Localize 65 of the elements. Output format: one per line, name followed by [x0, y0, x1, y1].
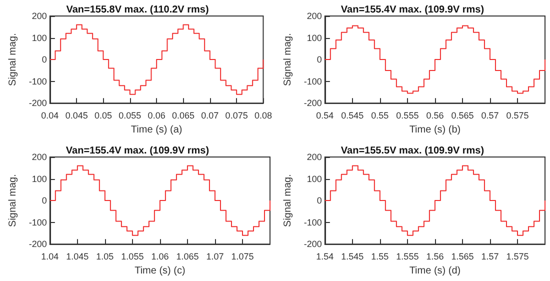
x-tick-label: 0.04 [41, 110, 59, 121]
x-tick-label: 0.555 [396, 110, 419, 121]
x-tick-label: 1.575 [506, 251, 529, 262]
y-tick-label: 200 [306, 11, 322, 21]
x-tick-label: 0.06 [148, 110, 166, 121]
x-tick-label: 1.055 [121, 251, 144, 262]
x-tick-label: 0.05 [94, 110, 112, 121]
y-tick-label: -100 [28, 216, 47, 227]
x-tick-label: 1.55 [371, 251, 389, 262]
x-tick-label: 1.54 [316, 251, 334, 262]
x-tick-label: 0.075 [225, 110, 248, 121]
x-tick-label: 1.06 [151, 251, 169, 262]
y-tick-label: -100 [28, 76, 47, 86]
y-tick-label: 0 [42, 54, 47, 65]
y-tick-label: -100 [304, 216, 322, 227]
chart-title: Van=155.4V max. (109.9V rms) [66, 145, 210, 156]
y-tick-label: 100 [32, 32, 47, 43]
y-tick-label: -200 [28, 98, 47, 108]
y-tick-label: -100 [304, 76, 322, 86]
x-tick-label: 0.07 [201, 110, 219, 121]
x-tick-label: 0.565 [451, 110, 474, 121]
x-tick-label: 1.07 [206, 251, 224, 262]
x-axis-title: Time (s) (a) [130, 124, 182, 136]
x-tick-label: 0.55 [371, 110, 389, 121]
x-tick-label: 0.575 [506, 110, 529, 121]
x-tick-label: 0.57 [481, 110, 499, 121]
y-axis-title: Signal mag. [282, 174, 294, 226]
x-tick-label: 1.065 [176, 251, 199, 262]
x-tick-label: 0.56 [426, 110, 444, 121]
x-tick-label: 0.54 [316, 110, 334, 121]
y-tick-label: 100 [306, 173, 322, 184]
x-tick-label: 0.08 [254, 110, 272, 121]
x-tick-label: 1.075 [231, 251, 254, 262]
x-tick-label: 1.04 [41, 251, 59, 262]
x-tick-label: 0.065 [172, 110, 195, 121]
y-tick-label: 200 [32, 152, 47, 162]
chart-title: Van=155.5V max. (109.9V rms) [340, 145, 484, 156]
y-tick-label: 0 [42, 195, 47, 206]
x-axis-title: Time (s) (b) [409, 124, 461, 136]
x-axis-title: Time (s) (c) [134, 265, 186, 276]
x-tick-label: 1.045 [66, 251, 89, 262]
y-tick-label: 0 [316, 195, 322, 206]
y-axis-title: Signal mag. [282, 33, 294, 86]
y-axis-title: Signal mag. [8, 33, 18, 86]
x-tick-label: 1.545 [341, 251, 364, 262]
y-tick-label: -200 [304, 238, 322, 249]
x-tick-label: 0.055 [118, 110, 142, 121]
chart-title: Van=155.8V max. (110.2V rms) [66, 4, 209, 16]
x-tick-label: 1.05 [96, 251, 114, 262]
x-tick-label: 1.565 [451, 251, 474, 262]
x-tick-label: 0.545 [341, 110, 364, 121]
x-tick-label: 0.045 [65, 110, 88, 121]
x-tick-label: 1.555 [396, 251, 419, 262]
x-tick-label: 1.57 [481, 251, 499, 262]
y-tick-label: 200 [32, 11, 47, 21]
y-axis-title: Signal mag. [8, 174, 18, 226]
y-tick-label: 100 [306, 32, 322, 43]
chart-title: Van=155.4V max. (109.9V rms) [340, 4, 484, 16]
y-tick-label: 100 [32, 173, 47, 184]
x-axis-title: Time (s) (d) [409, 265, 461, 276]
y-tick-label: 200 [306, 152, 322, 162]
y-tick-label: -200 [304, 98, 322, 108]
x-tick-label: 1.56 [426, 251, 444, 262]
y-tick-label: -200 [28, 238, 47, 249]
y-tick-label: 0 [316, 54, 322, 65]
